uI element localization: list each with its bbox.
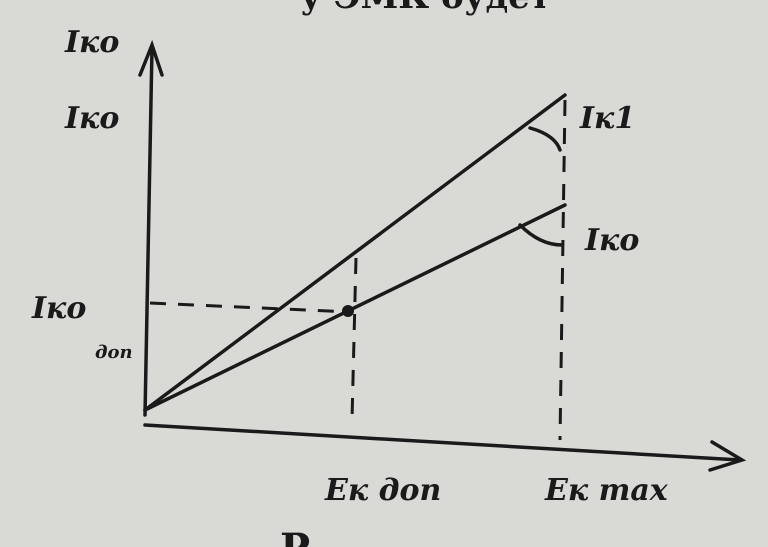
dashed-line — [558, 99, 567, 441]
y-arrow — [138, 39, 164, 77]
point-subscript: доп — [95, 342, 133, 363]
y-tick-label: Iко — [64, 101, 119, 136]
curve-ik1 — [143, 93, 567, 412]
operating-point — [342, 305, 354, 317]
curve-label: Iко — [584, 223, 639, 258]
header-text: у ЭМК будет — [300, 0, 551, 17]
x-label: Ек max — [544, 473, 669, 508]
x-arrow — [708, 440, 747, 472]
curve-iko — [143, 203, 567, 412]
dashed-line — [149, 301, 351, 314]
x-axis — [143, 423, 742, 462]
angle-arc — [518, 223, 564, 247]
curve-label: Iк1 — [579, 101, 635, 136]
y-axis-label: Iко — [64, 25, 119, 60]
point-label: Iко — [31, 291, 86, 326]
x-label: Ек доп — [324, 473, 441, 508]
angle-arc — [528, 126, 562, 152]
y-axis — [143, 46, 154, 417]
footer-text: Р — [280, 525, 310, 547]
